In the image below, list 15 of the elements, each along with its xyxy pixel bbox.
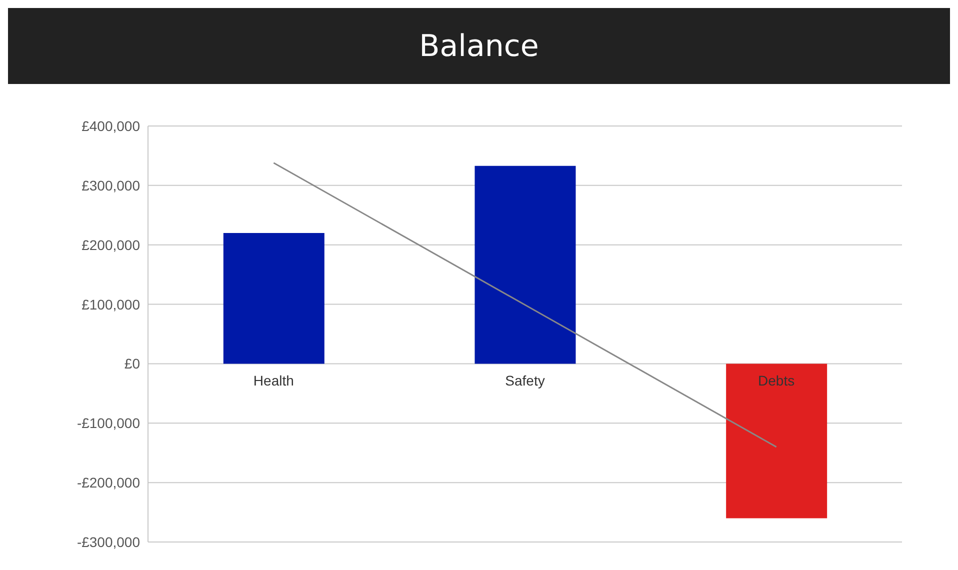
y-tick-label: £0	[124, 356, 140, 372]
x-tick-label: Health	[253, 372, 294, 389]
y-tick-label: -£300,000	[76, 534, 140, 550]
x-tick-label: Safety	[505, 372, 545, 389]
y-tick-label: £400,000	[82, 118, 140, 134]
y-tick-label: -£200,000	[76, 474, 140, 491]
y-tick-label: £100,000	[82, 296, 140, 312]
x-tick-label: Debts	[758, 372, 795, 389]
y-tick-label: £200,000	[82, 236, 140, 253]
bar	[223, 232, 324, 364]
chart-title: Balance	[419, 28, 539, 64]
y-tick-label: -£100,000	[76, 415, 140, 432]
bar	[726, 364, 828, 518]
y-tick-label: £300,000	[82, 177, 140, 194]
bar	[474, 166, 576, 364]
